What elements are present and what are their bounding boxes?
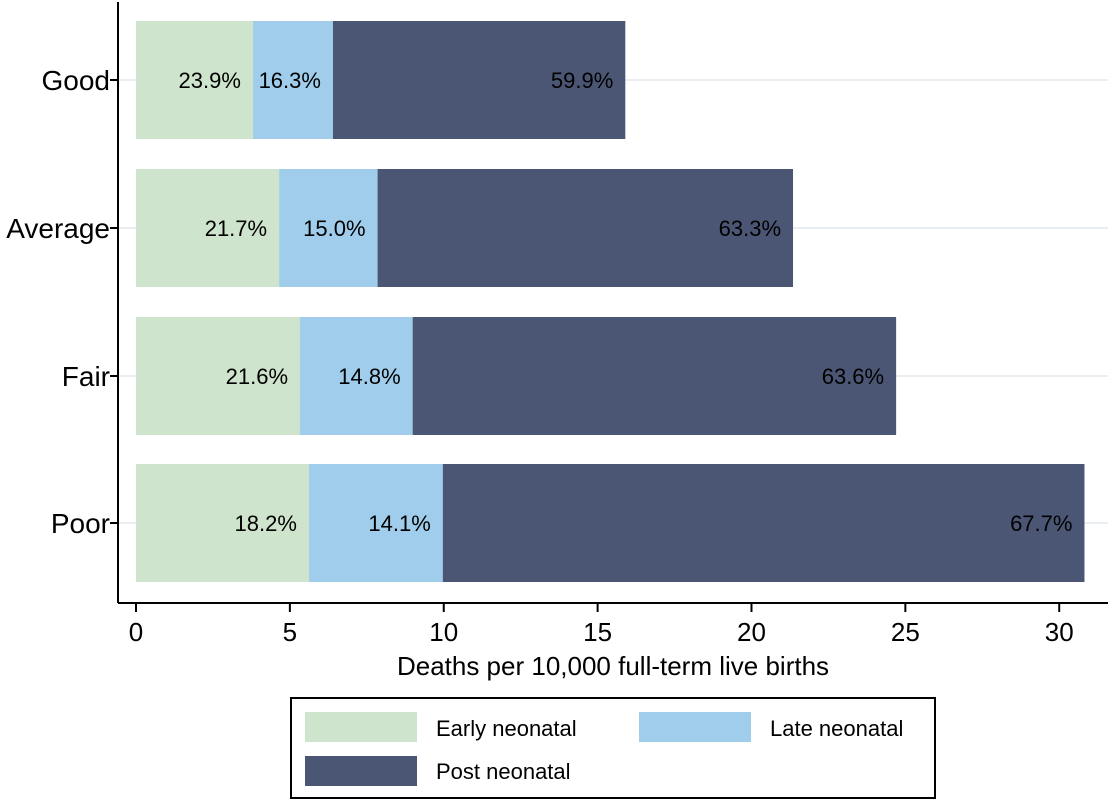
data-labels: 23.9% 16.3% 59.9% 21.7% 15.0% 63.3% 21.6% 14.8%… (179, 68, 1073, 536)
data-label-late-neonatal-average: 15.0% (303, 216, 365, 241)
y-tick-label-fair: Fair (62, 361, 110, 392)
x-tick-label: 20 (737, 617, 766, 647)
data-label-post-neonatal-fair: 63.6% (822, 364, 884, 389)
bar-post-neonatal-fair (412, 317, 897, 435)
axes: Good Average Fair Poor 0 5 10 15 20 25 30 (6, 2, 1108, 647)
x-tick-label: 15 (583, 617, 612, 647)
x-tick-label: 10 (429, 617, 458, 647)
gridlines (118, 79, 1108, 524)
bar-post-neonatal-poor (442, 464, 1085, 582)
bar-late-neonatal-good (252, 21, 333, 139)
x-tick-label: 25 (891, 617, 920, 647)
y-tick-label-good: Good (42, 65, 111, 96)
bars (136, 21, 1085, 582)
data-label-post-neonatal-good: 59.9% (551, 68, 613, 93)
data-label-late-neonatal-good: 16.3% (259, 68, 321, 93)
bar-late-neonatal-average (279, 169, 378, 287)
bar-early-neonatal-fair (136, 317, 301, 435)
data-label-late-neonatal-fair: 14.8% (338, 364, 400, 389)
data-label-late-neonatal-poor: 14.1% (368, 511, 430, 536)
data-label-post-neonatal-average: 63.3% (719, 216, 781, 241)
x-tick-label: 30 (1045, 617, 1074, 647)
x-axis-title: Deaths per 10,000 full-term live births (397, 651, 829, 681)
data-label-early-neonatal-fair: 21.6% (226, 364, 288, 389)
legend: Early neonatal Late neonatal Post neonatal (290, 697, 936, 799)
bar-post-neonatal-good (332, 21, 626, 139)
data-label-early-neonatal-good: 23.9% (179, 68, 241, 93)
bar-post-neonatal-average (377, 169, 794, 287)
legend-label-early-neonatal: Early neonatal (436, 716, 577, 741)
legend-label-post-neonatal: Post neonatal (436, 759, 571, 784)
legend-swatch-early-neonatal (305, 712, 417, 742)
legend-label-late-neonatal: Late neonatal (770, 716, 903, 741)
bar-late-neonatal-fair (300, 317, 413, 435)
data-label-post-neonatal-poor: 67.7% (1010, 511, 1072, 536)
legend-swatch-late-neonatal (639, 712, 751, 742)
data-label-early-neonatal-average: 21.7% (205, 216, 267, 241)
bar-early-neonatal-average (136, 169, 280, 287)
legend-swatch-post-neonatal (305, 756, 417, 786)
data-label-early-neonatal-poor: 18.2% (235, 511, 297, 536)
y-tick-label-poor: Poor (51, 508, 110, 539)
x-tick-label: 0 (129, 617, 143, 647)
bar-early-neonatal-poor (136, 464, 309, 582)
x-tick-label: 5 (283, 617, 297, 647)
bar-late-neonatal-poor (308, 464, 443, 582)
y-tick-label-average: Average (6, 213, 110, 244)
bar-early-neonatal-good (136, 21, 253, 139)
